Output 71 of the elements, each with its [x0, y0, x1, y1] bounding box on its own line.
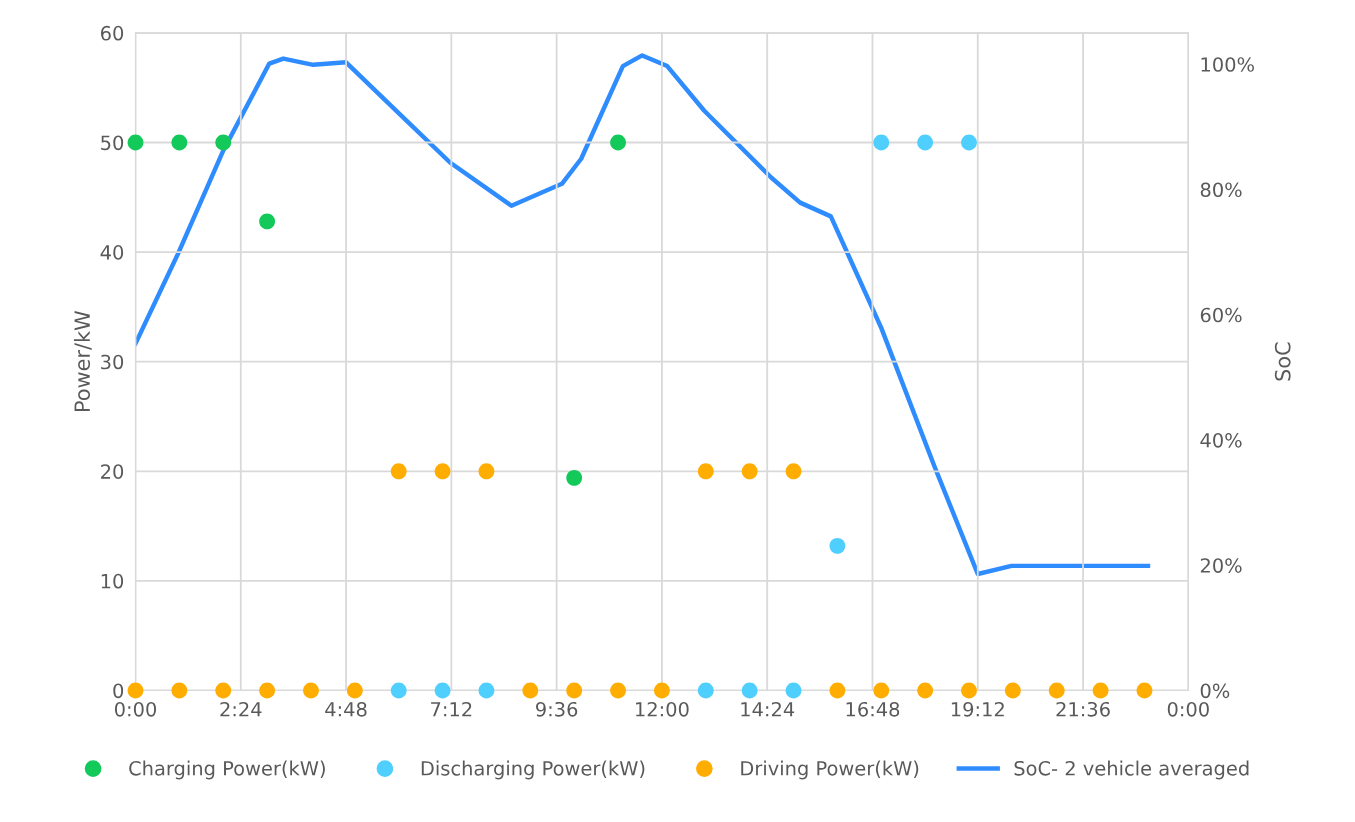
point [654, 682, 670, 699]
y2-tick-label: 0% [1200, 683, 1230, 699]
x-tick-label: 19:12 [951, 701, 1004, 717]
point [566, 469, 583, 486]
y-tick-label: 10 [101, 573, 124, 589]
point [127, 682, 144, 699]
point [215, 682, 232, 699]
y-tick-label: 40 [100, 245, 124, 260]
y-tick-label: 60 [101, 25, 124, 41]
y2-tick-label: 80% [1200, 182, 1242, 198]
y2-axis-title: SoC [1274, 342, 1291, 381]
point [566, 682, 583, 699]
point [171, 134, 188, 151]
point [610, 134, 626, 151]
point [259, 213, 276, 230]
point [785, 463, 802, 480]
point [610, 682, 626, 699]
point [961, 682, 977, 699]
x-tick-label: 12:00 [636, 701, 689, 717]
point [829, 682, 846, 699]
legend-label: Driving Power(kW) [741, 760, 919, 780]
point [434, 463, 451, 480]
point [390, 463, 407, 480]
y-tick-label: 0 [113, 683, 124, 699]
point [434, 682, 451, 699]
point [1004, 682, 1021, 699]
x-tick-label: 2:24 [220, 701, 262, 717]
line-series [135, 53, 1151, 577]
x-tick-label: 16:48 [846, 701, 900, 717]
point [478, 463, 495, 480]
point [917, 682, 934, 699]
legend-label: Charging Power(kW) [129, 760, 325, 780]
y2-tick-label: 40% [1200, 432, 1242, 448]
point [697, 682, 714, 699]
point [697, 463, 714, 480]
x-tick-label: 7:12 [431, 701, 472, 717]
point [127, 134, 144, 151]
point [873, 134, 890, 151]
point [1136, 682, 1153, 699]
legend-label: SoC- 2 vehicle averaged [1014, 760, 1249, 780]
x-tick-label: 9:36 [536, 701, 578, 717]
point [478, 682, 495, 699]
point [917, 134, 934, 151]
point [522, 682, 539, 699]
y-tick-label: 20 [101, 464, 124, 479]
x-tick-label: 0:00 [114, 701, 157, 717]
point [741, 682, 758, 699]
x-tick-label: 4:48 [325, 701, 367, 717]
point [961, 134, 977, 151]
legend-label: Discharging Power(kW) [421, 760, 645, 780]
y-axis-title: Power/kW [73, 311, 92, 411]
x-tick-label: 14:24 [741, 701, 795, 717]
point [829, 537, 846, 554]
point [1048, 682, 1065, 699]
y2-tick-label: 60% [1200, 307, 1242, 323]
x-tick-label: 21:36 [1056, 701, 1110, 717]
point [785, 682, 802, 699]
point [171, 682, 188, 699]
point [215, 134, 232, 151]
point [873, 682, 890, 699]
point [346, 682, 363, 699]
point [259, 682, 276, 699]
point [390, 682, 407, 699]
point [1092, 682, 1109, 699]
x-tick-label: 0:00 [1167, 701, 1209, 717]
y-tick-label: 50 [101, 135, 124, 151]
point [303, 682, 319, 699]
y2-tick-label: 20% [1200, 558, 1242, 573]
point [741, 463, 758, 480]
y-tick-label: 30 [101, 354, 124, 370]
y2-tick-label: 100% [1201, 57, 1254, 72]
